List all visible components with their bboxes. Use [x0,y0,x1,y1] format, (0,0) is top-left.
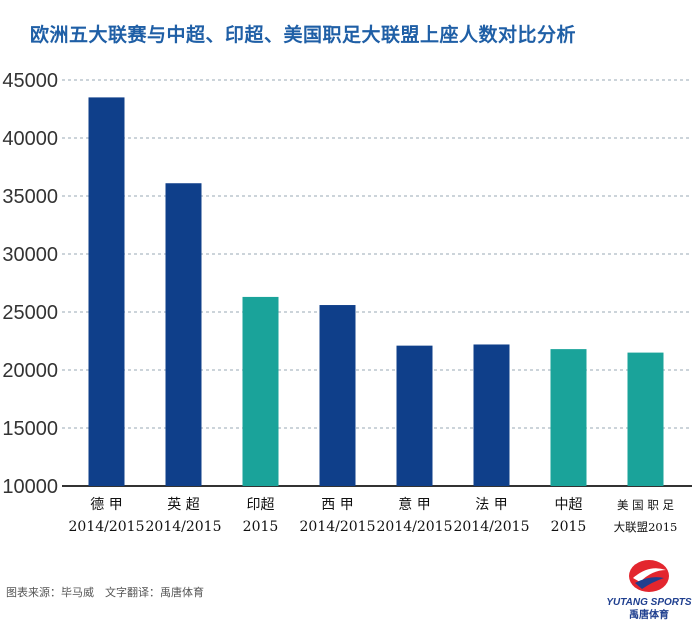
x-category-label: 2015 [243,519,279,535]
x-category-label: 2014/2015 [146,519,222,535]
y-tick-label: 15000 [2,418,58,440]
x-category-label: 2014/2015 [377,519,453,535]
bar [473,344,510,486]
bar [550,349,587,486]
bar [165,183,202,487]
x-category-label: 中超 [555,497,583,513]
y-tick-label: 25000 [2,302,58,324]
y-tick-label: 45000 [2,70,58,92]
y-tick-label: 35000 [2,186,58,208]
bars [88,97,664,487]
y-tick-label: 30000 [2,244,58,266]
x-category-label: 2014/2015 [300,519,376,535]
source-note: 图表来源：毕马威 文字翻译：禹唐体育 [6,586,204,599]
bar-chart: 10000 15000 20000 25000 30000 35000 40000 45000… [2,70,692,535]
x-category-label: 意 甲 [398,496,430,513]
bar [242,296,279,486]
x-category-label: 2015 [551,519,587,535]
x-category-label: 德 甲 [90,497,122,513]
x-category-label: 2014/2015 [454,519,530,535]
x-category-label: 西 甲 [321,497,353,513]
y-tick-label: 40000 [2,128,58,150]
y-tick-labels: 10000 15000 20000 25000 30000 35000 40000 45000 [2,70,58,498]
gridlines [62,79,692,487]
svg-text:YUTANG SPORTS: YUTANG SPORTS [606,597,692,608]
bar [319,305,356,486]
x-category-label: 英 超 [167,496,199,513]
bar [627,352,664,486]
x-category-label: 法 甲 [475,497,507,513]
x-category-label: 印超 [247,497,275,513]
yutang-sports-logo: YUTANG SPORTS 禹唐体育 [606,560,692,621]
chart-title: 欧洲五大联赛与中超、印超、美国职足大联盟上座人数对比分析 [30,24,577,46]
x-category-label: 大联盟2015 [614,520,678,534]
svg-text:禹唐体育: 禹唐体育 [629,608,669,621]
y-tick-label: 10000 [2,476,58,498]
x-category-label: 2014/2015 [69,519,145,535]
x-category-label: 美 国 职 足 [617,498,674,512]
bar [396,345,433,486]
x-category-labels: 德 甲 2014/2015 英 超 2014/2015 印超 2015 西 甲 2014/20… [69,496,678,535]
y-tick-label: 20000 [2,360,58,382]
bar [88,97,125,487]
